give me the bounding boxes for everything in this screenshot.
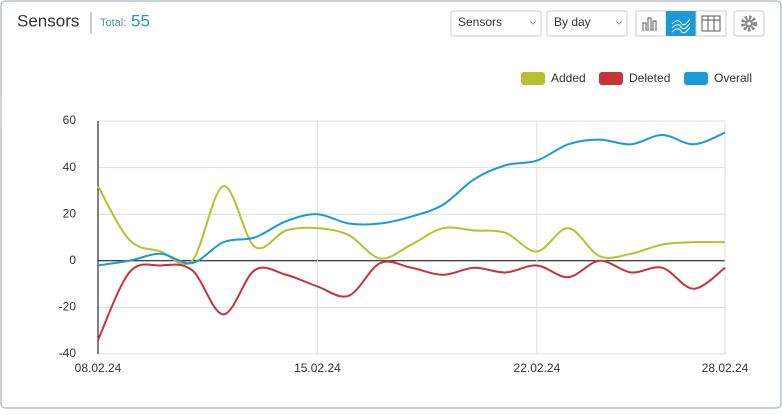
y-tick-label: 20 (63, 206, 77, 220)
x-tick-label: 22.02.24 (514, 361, 561, 375)
dropdown-text: Sensors (458, 15, 502, 29)
line (97, 131, 726, 267)
total-label: Total: (100, 17, 126, 29)
line (97, 259, 726, 341)
x-tick-label: 08.02.24 (75, 361, 122, 375)
legend-swatch (599, 72, 623, 85)
legend-label: Added (551, 71, 586, 85)
y-tick-label: 40 (63, 160, 77, 174)
dropdown[interactable]: Sensors (450, 10, 542, 37)
legend-label: Overall (714, 71, 752, 85)
line (97, 185, 726, 266)
x-tick-label: 15.02.24 (294, 361, 341, 375)
title: Sensors (17, 11, 79, 30)
y-tick-label: 0 (69, 253, 76, 267)
legend-swatch (521, 72, 545, 85)
x-tick-label: 28.02.24 (702, 361, 749, 375)
line-view-button[interactable] (666, 11, 696, 36)
y-tick-label: 60 (63, 113, 77, 127)
total: 55 (131, 11, 150, 30)
dropdown-text: By day (554, 15, 591, 29)
y-tick-label: -20 (59, 300, 77, 314)
legend-swatch (684, 72, 708, 85)
settings-button[interactable] (733, 10, 765, 37)
legend-label: Deleted (629, 71, 670, 85)
table-view-button[interactable] (695, 10, 727, 37)
y-tick-label: -40 (59, 346, 77, 360)
bar-view-button[interactable] (635, 10, 667, 37)
dropdown[interactable]: By day (546, 10, 628, 37)
